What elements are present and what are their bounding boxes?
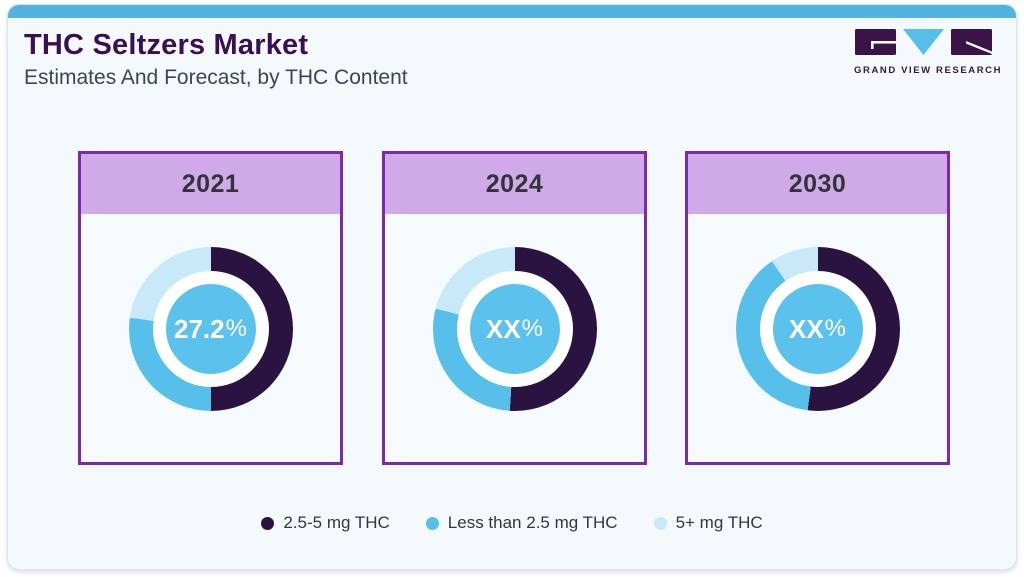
donut-hole: XX%: [759, 271, 876, 387]
gvr-logo: GRAND VIEW RESEARCH: [854, 29, 1003, 76]
donut-hole: XX%: [456, 271, 573, 387]
year-label-2024: 2024: [385, 154, 644, 214]
panel-body-2021: 27.2%: [81, 214, 340, 462]
donut-hole: 27.2%: [152, 271, 269, 387]
report-card: THC Seltzers Market Estimates And Foreca…: [7, 4, 1017, 570]
legend-label: 2.5-5 mg THC: [283, 513, 390, 532]
donut-center-label-2021: 27.2%: [165, 284, 256, 374]
page-subtitle: Estimates And Forecast, by THC Content: [24, 66, 408, 89]
legend-label: Less than 2.5 mg THC: [447, 513, 618, 532]
year-label-2030: 2030: [688, 154, 947, 214]
legend: 2.5-5 mg THC Less than 2.5 mg THC 5+ mg …: [8, 513, 1016, 533]
year-panel-2021: 2021 27.2%: [78, 151, 343, 465]
legend-dot-icon: [653, 516, 667, 530]
legend-item-5plus-mg: 5+ mg THC: [653, 513, 763, 533]
percent-sign: %: [225, 315, 247, 342]
year-panel-2030: 2030 XX%: [685, 151, 950, 465]
gvr-logo-text: GRAND VIEW RESEARCH: [854, 65, 1003, 76]
donut-chart-2030: XX%: [735, 247, 900, 411]
legend-dot-icon: [261, 516, 275, 530]
percent-sign: %: [521, 315, 544, 342]
header: THC Seltzers Market Estimates And Foreca…: [24, 29, 408, 90]
donut-value: 27.2: [174, 313, 225, 344]
donut-center-label-2030: XX%: [772, 284, 863, 374]
donut-value: XX: [485, 313, 521, 344]
legend-label: 5+ mg THC: [675, 513, 763, 532]
donut-value: XX: [788, 313, 824, 344]
donut-chart-2021: 27.2%: [128, 247, 293, 411]
year-panel-2024: 2024 XX%: [382, 151, 647, 465]
legend-dot-icon: [425, 516, 439, 530]
top-accent-strip: [8, 5, 1016, 18]
panel-body-2030: XX%: [688, 214, 947, 462]
legend-item-less-than-2-5mg: Less than 2.5 mg THC: [425, 513, 618, 533]
donut-center-label-2024: XX%: [469, 284, 560, 374]
percent-sign: %: [824, 315, 847, 342]
panel-body-2024: XX%: [385, 214, 644, 462]
legend-item-2-5-5mg: 2.5-5 mg THC: [261, 513, 390, 533]
year-label-2021: 2021: [81, 154, 340, 214]
page-title: THC Seltzers Market: [24, 29, 309, 61]
donut-chart-2024: XX%: [432, 247, 597, 411]
gvr-logo-icon: [855, 29, 992, 55]
